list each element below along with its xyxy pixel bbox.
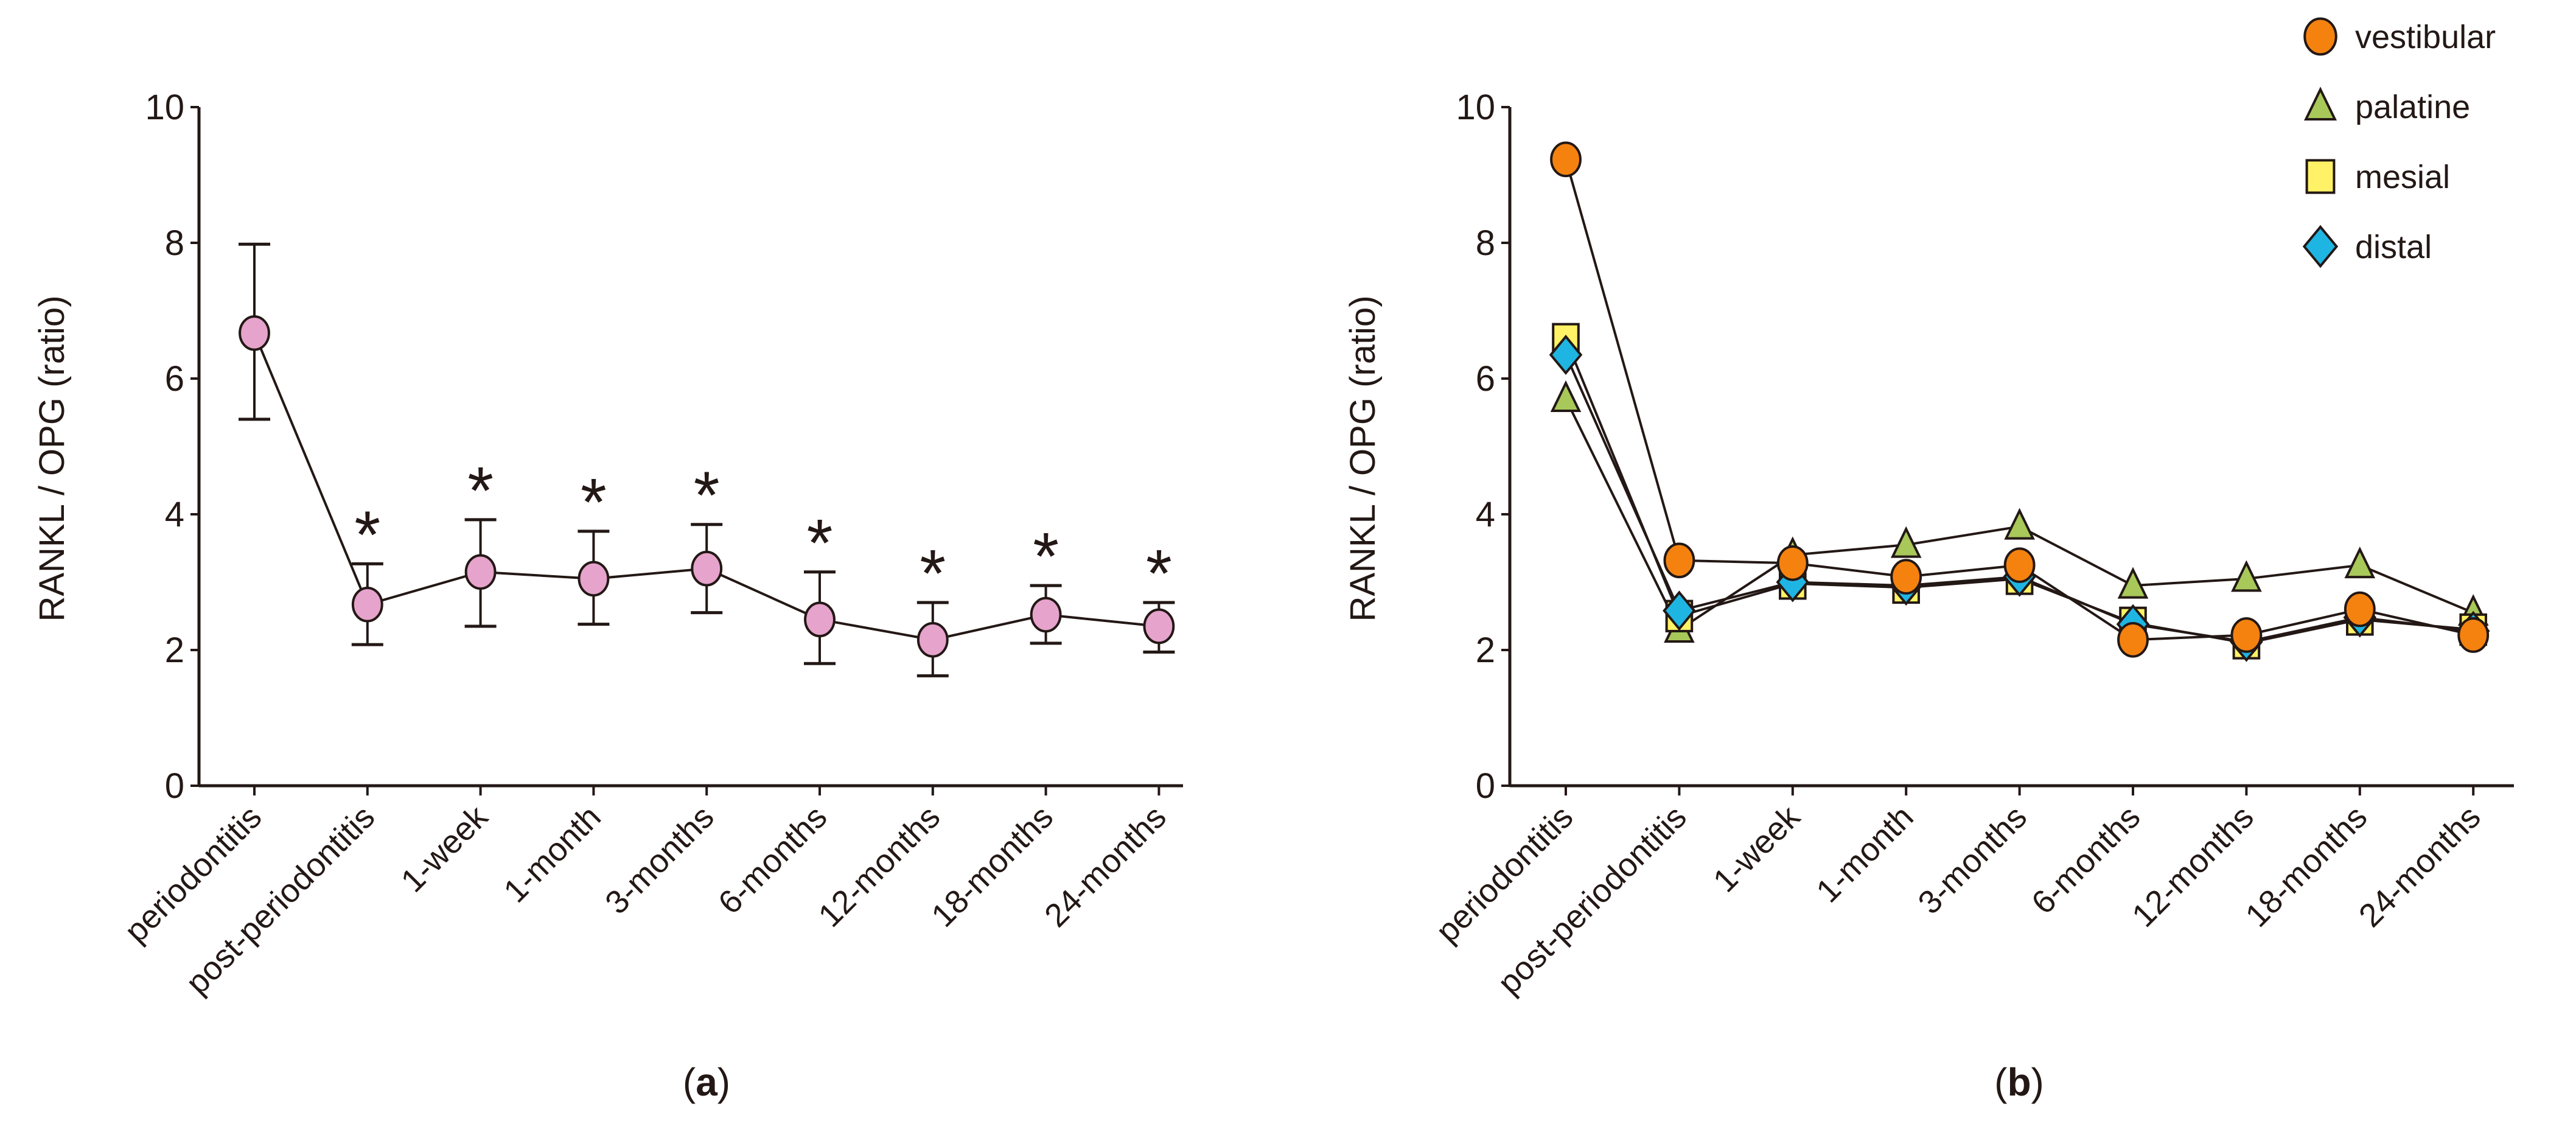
legend-label: vestibular xyxy=(2355,19,2496,55)
y-tick-label: 4 xyxy=(1476,495,1495,534)
legend-marker xyxy=(2303,17,2337,56)
x-tick-label: 12-months xyxy=(811,799,947,934)
x-tick-label: 18-months xyxy=(2238,799,2374,934)
series-line xyxy=(1565,338,2474,645)
data-point xyxy=(239,315,270,351)
data-point xyxy=(1143,608,1175,645)
significance-marker: * xyxy=(581,465,607,540)
x-tick-label: post-periodontitis xyxy=(179,799,382,1001)
data-point xyxy=(1549,334,1583,376)
y-tick-label: 0 xyxy=(165,766,184,806)
x-tick-label: 6-months xyxy=(2025,799,2148,921)
series-line xyxy=(1565,354,2474,643)
significance-marker: * xyxy=(1146,536,1172,611)
panel-label: b xyxy=(2007,1060,2031,1104)
y-tick-label: 2 xyxy=(165,631,184,670)
x-tick-label: post-periodontitis xyxy=(1491,799,1694,1001)
data-point xyxy=(1890,559,1922,595)
significance-marker: * xyxy=(807,506,833,581)
data-point xyxy=(804,601,836,638)
x-tick-label: 1-month xyxy=(497,799,608,910)
y-tick-label: 10 xyxy=(1456,88,1495,127)
x-tick-label: 1-week xyxy=(394,798,495,899)
x-tick-label: 1-week xyxy=(1706,798,1807,899)
legend-label: mesial xyxy=(2355,159,2450,195)
x-tick-label: 1-month xyxy=(1809,799,1921,910)
data-point xyxy=(2230,617,2263,653)
x-tick-label: 3-months xyxy=(598,799,721,921)
data-point xyxy=(2344,547,2376,579)
x-tick-label: 24-months xyxy=(1038,799,1173,934)
series-mean: * * * * * * * * xyxy=(239,242,1175,677)
x-tick-label: 24-months xyxy=(2352,799,2488,934)
x-tick-label: 18-months xyxy=(924,799,1060,934)
data-point xyxy=(1890,526,1922,558)
panel-caption: (b) xyxy=(1994,1060,2044,1104)
x-tick-label: 12-months xyxy=(2125,799,2261,934)
significance-marker: * xyxy=(467,453,494,528)
significance-marker: * xyxy=(694,458,720,533)
significance-marker: * xyxy=(1033,519,1059,594)
series-vestibular xyxy=(1550,141,2490,658)
legend-label: distal xyxy=(2355,229,2432,265)
legend-marker xyxy=(2302,225,2339,268)
legend-marker xyxy=(2305,159,2336,194)
legend-label: palatine xyxy=(2355,89,2470,125)
y-axis-label: RANKL / OPG (ratio) xyxy=(32,295,72,621)
data-point xyxy=(578,561,610,597)
data-point xyxy=(1663,590,1696,631)
data-point xyxy=(1550,141,1582,178)
y-tick-label: 6 xyxy=(165,359,184,399)
y-tick-label: 0 xyxy=(1476,766,1495,806)
data-point xyxy=(1776,545,1809,581)
data-point xyxy=(691,550,723,587)
significance-marker: * xyxy=(920,536,946,611)
data-point xyxy=(2231,560,2262,592)
y-tick-label: 6 xyxy=(1476,359,1495,399)
significance-marker: * xyxy=(354,497,380,572)
data-point xyxy=(2117,567,2149,599)
data-point xyxy=(1550,380,1582,412)
data-point xyxy=(916,621,949,658)
data-point xyxy=(2344,591,2376,627)
data-point xyxy=(464,554,497,590)
y-tick-label: 8 xyxy=(1476,223,1495,263)
panel-label: a xyxy=(696,1060,717,1104)
y-tick-label: 10 xyxy=(145,88,184,127)
panel-caption: (a) xyxy=(683,1060,730,1104)
data-point xyxy=(351,586,383,623)
data-point xyxy=(1030,596,1062,633)
data-point xyxy=(2003,547,2036,583)
y-tick-label: 2 xyxy=(1476,631,1495,670)
y-tick-label: 8 xyxy=(165,223,184,263)
data-point xyxy=(2457,617,2490,653)
data-point xyxy=(1663,542,1695,579)
data-point xyxy=(2117,621,2149,658)
x-tick-label: 6-months xyxy=(711,799,834,921)
legend-marker xyxy=(2304,86,2337,121)
y-axis-label: RANKL / OPG (ratio) xyxy=(1343,295,1383,621)
x-tick-label: 3-months xyxy=(1911,799,2034,921)
legend: vestibular palatine mesial distal xyxy=(2302,17,2496,268)
y-tick-label: 4 xyxy=(165,495,184,534)
data-point xyxy=(2004,508,2035,540)
